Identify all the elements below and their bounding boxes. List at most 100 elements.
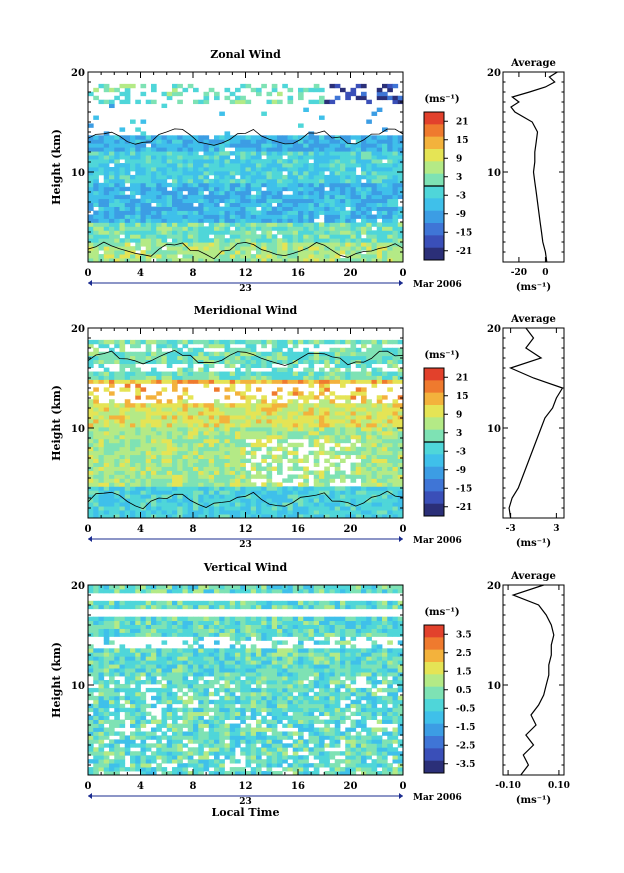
heatmap-cell bbox=[93, 482, 99, 487]
heatmap-cell bbox=[308, 426, 315, 432]
heatmap-cell bbox=[93, 355, 99, 361]
heatmap-cell bbox=[366, 182, 372, 188]
heatmap-cell bbox=[224, 434, 231, 440]
heatmap-cell bbox=[345, 159, 351, 164]
heatmap-cell bbox=[172, 510, 178, 515]
heatmap-cell bbox=[214, 190, 220, 196]
heatmap-cell bbox=[140, 198, 147, 204]
heatmap-cell bbox=[182, 755, 189, 760]
heatmap-cell bbox=[292, 767, 299, 772]
heatmap-cell bbox=[161, 214, 168, 219]
heatmap-cell bbox=[392, 375, 399, 380]
heatmap-cell bbox=[387, 375, 393, 380]
heatmap-cell bbox=[124, 450, 131, 456]
heatmap-cell bbox=[109, 202, 115, 207]
heatmap-cell bbox=[287, 163, 294, 168]
heatmap-cell bbox=[145, 186, 152, 192]
heatmap-cell bbox=[355, 198, 362, 204]
heatmap-cell bbox=[98, 411, 105, 416]
heatmap-cell bbox=[88, 218, 94, 223]
heatmap-cell bbox=[124, 230, 131, 235]
heatmap-cell bbox=[350, 250, 357, 255]
heatmap-cell bbox=[235, 135, 241, 140]
heatmap-cell bbox=[203, 198, 210, 204]
heatmap-cell bbox=[114, 430, 120, 436]
heatmap-cell bbox=[266, 434, 273, 440]
heatmap-cell bbox=[261, 254, 267, 259]
heatmap-cell bbox=[366, 462, 372, 467]
heatmap-cell bbox=[208, 246, 215, 251]
heatmap-cell bbox=[298, 139, 304, 144]
heatmap-cell bbox=[182, 155, 189, 160]
heatmap-cell bbox=[397, 238, 404, 243]
heatmap-cell bbox=[271, 222, 278, 227]
heatmap-cell bbox=[382, 143, 388, 148]
heatmap-cell bbox=[371, 214, 378, 219]
heatmap-cell bbox=[282, 182, 288, 188]
heatmap-cell bbox=[98, 379, 105, 384]
heatmap-cell bbox=[166, 470, 173, 475]
heatmap-cell bbox=[88, 450, 94, 456]
heatmap-cell bbox=[340, 194, 346, 200]
heatmap-cell bbox=[361, 751, 367, 756]
heatmap-cell bbox=[308, 411, 315, 416]
heatmap-cell bbox=[387, 379, 393, 384]
heatmap-cell bbox=[135, 498, 141, 503]
heatmap-cell bbox=[109, 258, 115, 263]
heatmap-cell bbox=[334, 351, 341, 357]
heatmap-cell bbox=[382, 498, 388, 503]
heatmap-cell bbox=[303, 155, 309, 160]
heatmap-cell bbox=[135, 190, 141, 196]
heatmap-cell bbox=[156, 178, 162, 184]
heatmap-cell bbox=[187, 474, 194, 479]
heatmap-cell bbox=[166, 159, 173, 164]
heatmap-cell bbox=[261, 375, 267, 380]
heatmap-cell bbox=[208, 771, 215, 776]
colorbar-swatch bbox=[424, 491, 444, 504]
heatmap-cell bbox=[208, 470, 215, 475]
heatmap-cell bbox=[313, 147, 320, 152]
heatmap-cell bbox=[261, 218, 267, 223]
heatmap-cell bbox=[172, 494, 178, 499]
heatmap-cell bbox=[93, 430, 99, 436]
heatmap-cell bbox=[135, 438, 141, 444]
heatmap-cell bbox=[208, 466, 215, 471]
heatmap-cell bbox=[172, 147, 178, 152]
heatmap-cell bbox=[340, 234, 346, 239]
heatmap-cell bbox=[366, 751, 372, 756]
heatmap-cell bbox=[319, 383, 325, 388]
heatmap-cell bbox=[229, 246, 236, 251]
heatmap-cell bbox=[366, 446, 372, 452]
heatmap-cell bbox=[287, 498, 294, 503]
heatmap-cell bbox=[355, 446, 362, 452]
heatmap-cell bbox=[287, 147, 294, 152]
heatmap-cell bbox=[214, 482, 220, 487]
heatmap-cell bbox=[203, 202, 210, 207]
heatmap-cell bbox=[271, 771, 278, 776]
heatmap-cell bbox=[203, 419, 210, 424]
heatmap-cell bbox=[287, 174, 294, 180]
heatmap-cell bbox=[229, 359, 236, 365]
heatmap-cell bbox=[214, 234, 220, 239]
heatmap-cell bbox=[156, 242, 162, 247]
heatmap-cell bbox=[161, 359, 168, 365]
heatmap-cell bbox=[319, 355, 325, 361]
heatmap-cell bbox=[145, 163, 152, 168]
heatmap-cell bbox=[266, 466, 273, 471]
heatmap-cell bbox=[235, 186, 241, 192]
heatmap-cell bbox=[208, 494, 215, 499]
heatmap-cell bbox=[240, 478, 246, 483]
heatmap-cell bbox=[193, 347, 199, 353]
heatmap-cell bbox=[256, 379, 262, 384]
heatmap-cell bbox=[166, 339, 173, 345]
heatmap-cell bbox=[161, 155, 168, 160]
heatmap-cell bbox=[392, 379, 399, 384]
heatmap-cell bbox=[177, 139, 183, 144]
heatmap-cell bbox=[235, 99, 241, 105]
heatmap-cell bbox=[98, 474, 105, 479]
heatmap-cell bbox=[340, 198, 346, 204]
heatmap-cell bbox=[387, 767, 393, 772]
heatmap-cell bbox=[219, 478, 225, 483]
heatmap-cell bbox=[271, 242, 278, 247]
heatmap-cell bbox=[277, 155, 283, 160]
